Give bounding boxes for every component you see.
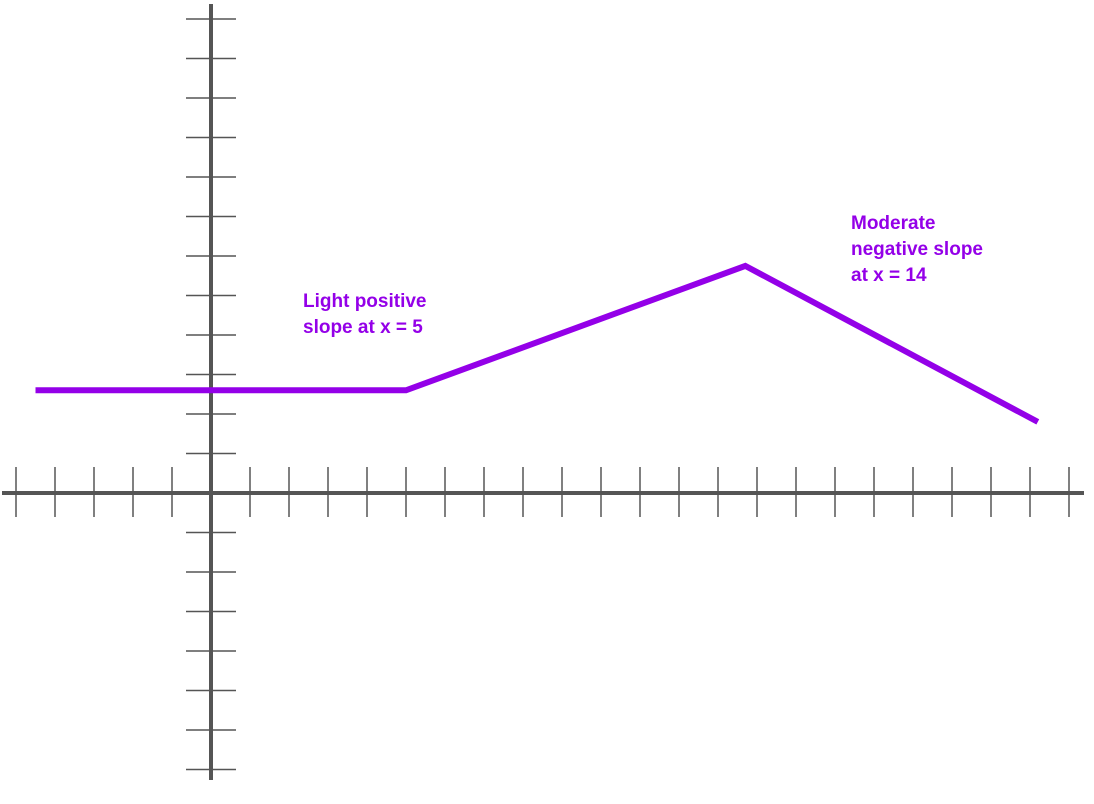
- annotation-positive: Light positive slope at x = 5: [303, 291, 427, 338]
- annotation-line: at x = 14: [851, 265, 927, 286]
- series-line: [35, 262, 1040, 425]
- annotation-negative: Moderate negative slope at x = 14: [851, 213, 983, 286]
- annotation-line: slope at x = 5: [303, 317, 423, 338]
- annotation-line: Moderate: [851, 213, 935, 234]
- axes: [2, 4, 1084, 780]
- series: [35, 262, 1040, 425]
- annotation-line: negative slope: [851, 239, 983, 260]
- annotations: Light positive slope at x = 5 Moderate nega…: [303, 213, 983, 338]
- annotation-line: Light positive: [303, 291, 427, 312]
